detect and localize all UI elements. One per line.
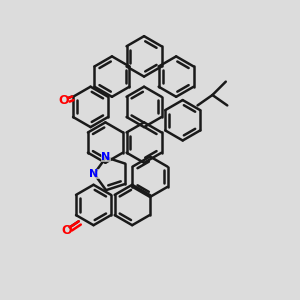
Text: O: O [58,94,69,107]
Text: O: O [61,224,72,237]
Text: N: N [101,152,111,162]
Text: N: N [89,169,99,179]
